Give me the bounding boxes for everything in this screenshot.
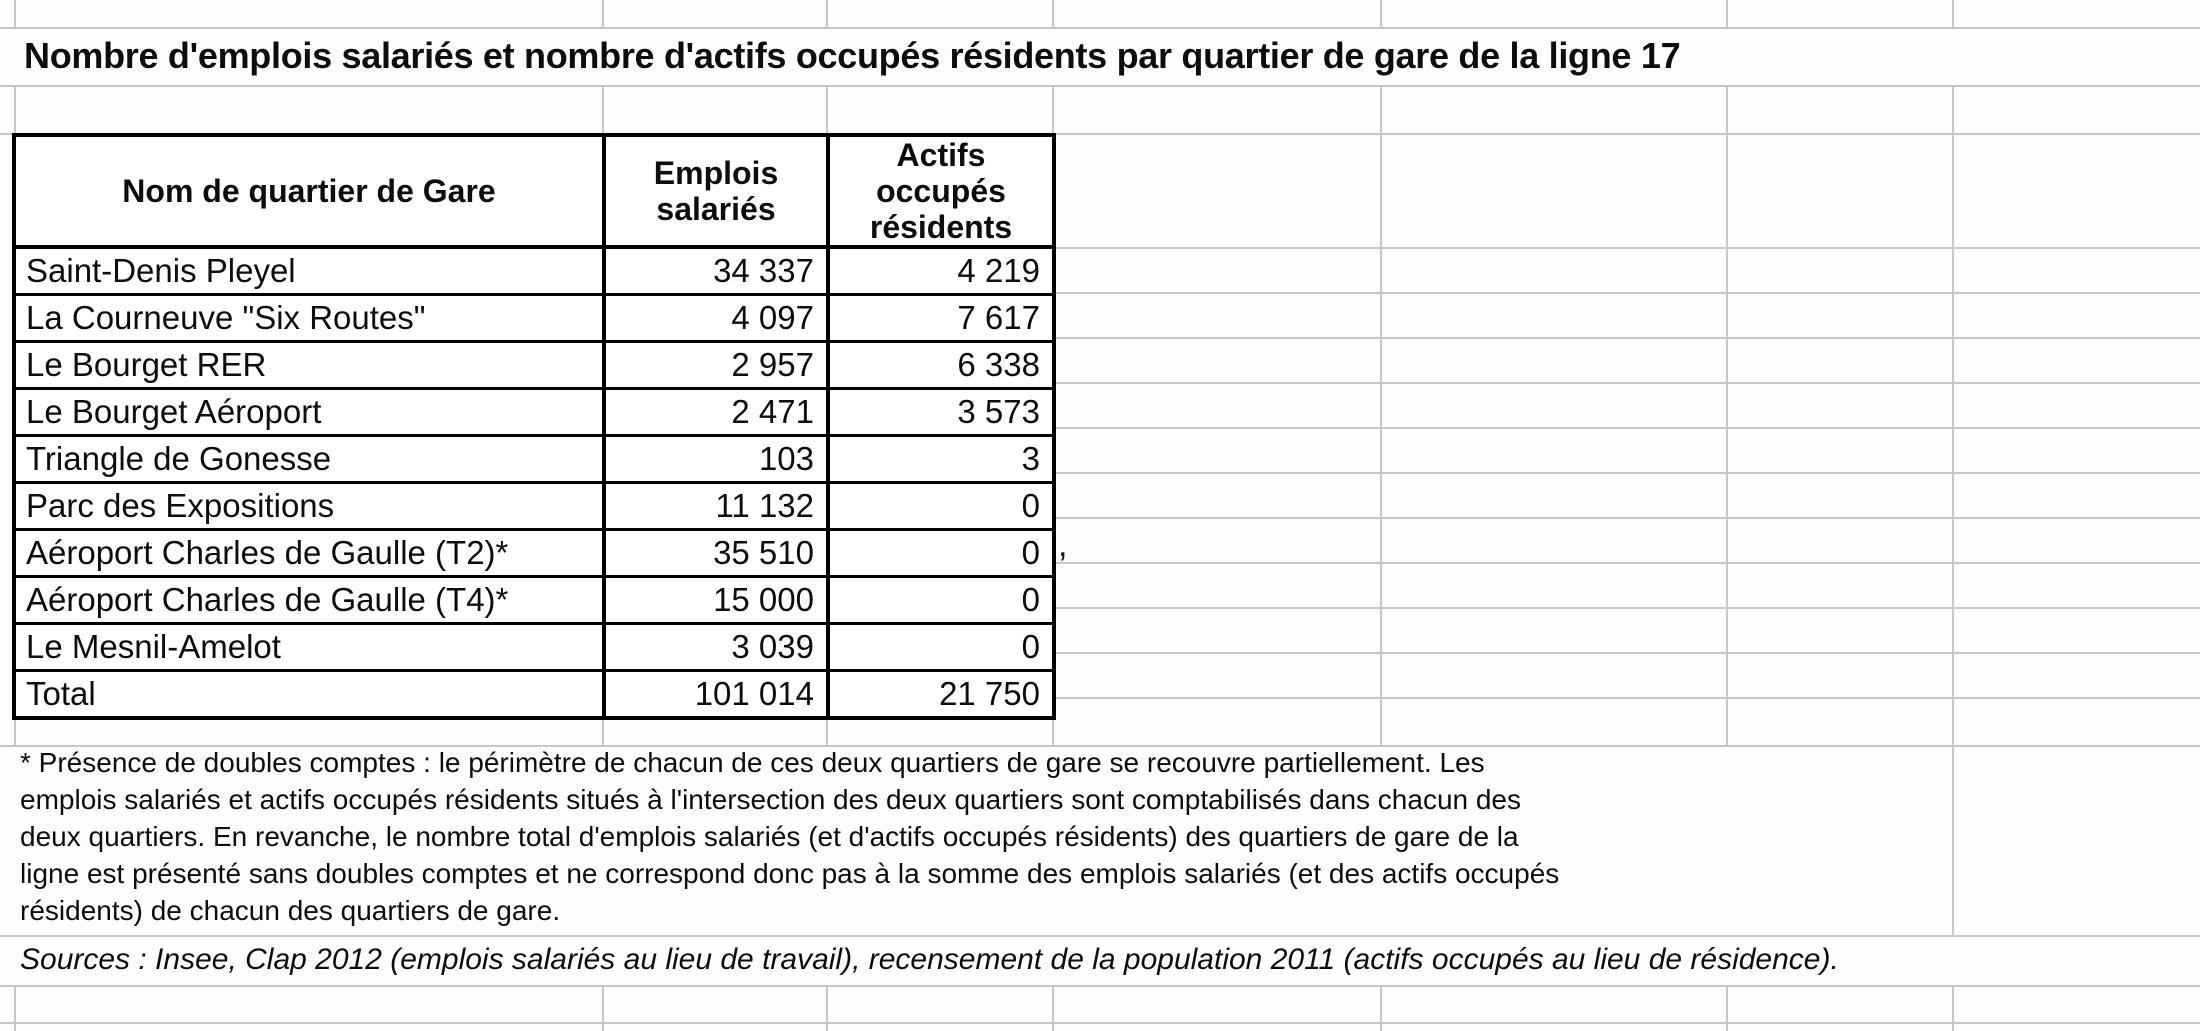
- cell-actifs[interactable]: 4 219: [826, 245, 1056, 296]
- gridline-vertical: [1726, 985, 1728, 1031]
- footnote-line: deux quartiers. En revanche, le nombre t…: [20, 821, 1519, 852]
- gridline-horizontal: [0, 1022, 2200, 1024]
- gridline-vertical: [14, 0, 16, 27]
- cell-actifs[interactable]: 0: [826, 622, 1056, 672]
- gridline-horizontal: [0, 935, 2200, 937]
- cell-emplois[interactable]: 101 014: [602, 669, 830, 720]
- table-row: Le Mesnil-Amelot 3 039 0: [12, 622, 1056, 672]
- cell-emplois[interactable]: 2 957: [602, 340, 830, 390]
- gridline-vertical: [602, 985, 604, 1031]
- cell-station-name[interactable]: Le Bourget RER: [12, 340, 606, 390]
- table-row: Total 101 014 21 750: [12, 669, 1056, 720]
- cell-station-name[interactable]: Total: [12, 669, 606, 720]
- table-row: La Courneuve "Six Routes" 4 097 7 617: [12, 293, 1056, 343]
- cell-actifs[interactable]: 3 573: [826, 387, 1056, 437]
- gridline-vertical: [14, 697, 16, 745]
- table-row: Le Bourget RER 2 957 6 338: [12, 340, 1056, 390]
- gridline-vertical: [1952, 85, 1954, 935]
- data-table: Nom de quartier de Gare Emplois salariés…: [12, 133, 1056, 720]
- gridline-horizontal: [1052, 292, 2200, 294]
- gridline-vertical: [1052, 697, 1054, 745]
- cell-station-name[interactable]: La Courneuve "Six Routes": [12, 293, 606, 343]
- gridline-vertical: [1380, 0, 1382, 27]
- cell-emplois[interactable]: 15 000: [602, 575, 830, 625]
- table-row: Triangle de Gonesse 103 3: [12, 434, 1056, 484]
- footnote-cell[interactable]: * Présence de doubles comptes : le périm…: [20, 744, 1945, 929]
- cell-station-name[interactable]: Triangle de Gonesse: [12, 434, 606, 484]
- gridline-horizontal: [1052, 382, 2200, 384]
- gridline-horizontal: [1052, 607, 2200, 609]
- cell-station-name[interactable]: Saint-Denis Pleyel: [12, 245, 606, 296]
- gridline-horizontal: [1052, 427, 2200, 429]
- gridline-vertical: [1952, 985, 1954, 1031]
- gridline-vertical: [14, 985, 16, 1031]
- cell-station-name[interactable]: Parc des Expositions: [12, 481, 606, 531]
- col-header-actifs-occupes[interactable]: Actifs occupés résidents: [826, 133, 1056, 249]
- gridline-vertical: [1726, 0, 1728, 27]
- gridline-horizontal: [1052, 697, 2200, 699]
- cell-station-name[interactable]: Le Bourget Aéroport: [12, 387, 606, 437]
- col-header-emplois-salaries[interactable]: Emplois salariés: [602, 133, 830, 249]
- table-row: Le Bourget Aéroport 2 471 3 573: [12, 387, 1056, 437]
- cell-actifs[interactable]: 0: [826, 528, 1056, 578]
- cell-emplois[interactable]: 2 471: [602, 387, 830, 437]
- cell-actifs[interactable]: 7 617: [826, 293, 1056, 343]
- gridline-vertical: [602, 85, 604, 133]
- gridline-vertical: [826, 85, 828, 133]
- cell-actifs[interactable]: 0: [826, 481, 1056, 531]
- table-row: Aéroport Charles de Gaulle (T4)* 15 000 0: [12, 575, 1056, 625]
- gridline-vertical: [1052, 985, 1054, 1031]
- gridline-horizontal: [1052, 337, 2200, 339]
- cell-emplois[interactable]: 34 337: [602, 245, 830, 296]
- table-body: Saint-Denis Pleyel 34 337 4 219 La Courneuv…: [12, 245, 1056, 720]
- header-row: Nom de quartier de Gare Emplois salariés…: [12, 133, 1056, 249]
- cell-emplois[interactable]: 4 097: [602, 293, 830, 343]
- stray-comma-cell[interactable]: ,: [1058, 526, 1068, 564]
- table-row: Aéroport Charles de Gaulle (T2)* 35 510 0: [12, 528, 1056, 578]
- col-header-station-name[interactable]: Nom de quartier de Gare: [12, 133, 606, 249]
- gridline-vertical: [826, 697, 828, 745]
- cell-station-name[interactable]: Le Mesnil-Amelot: [12, 622, 606, 672]
- footnote-line: emplois salariés et actifs occupés résid…: [20, 784, 1522, 815]
- cell-actifs[interactable]: 3: [826, 434, 1056, 484]
- gridline-vertical: [14, 85, 16, 133]
- gridline-vertical: [1726, 85, 1728, 745]
- cell-emplois[interactable]: 35 510: [602, 528, 830, 578]
- gridline-horizontal: [0, 745, 2200, 747]
- gridline-horizontal: [0, 133, 2200, 135]
- gridline-vertical: [1052, 85, 1054, 133]
- cell-station-name[interactable]: Aéroport Charles de Gaulle (T4)*: [12, 575, 606, 625]
- footnote-line: ligne est présenté sans doubles comptes …: [20, 858, 1560, 889]
- cell-actifs[interactable]: 0: [826, 575, 1056, 625]
- cell-emplois[interactable]: 11 132: [602, 481, 830, 531]
- gridline-horizontal: [1052, 562, 2200, 564]
- gridline-vertical: [1380, 85, 1382, 745]
- gridline-vertical: [602, 697, 604, 745]
- gridline-horizontal: [1052, 652, 2200, 654]
- cell-emplois[interactable]: 103: [602, 434, 830, 484]
- cell-station-name[interactable]: Aéroport Charles de Gaulle (T2)*: [12, 528, 606, 578]
- gridline-horizontal: [1052, 247, 2200, 249]
- gridline-vertical: [826, 985, 828, 1031]
- gridline-horizontal: [0, 85, 2200, 87]
- table-row: Saint-Denis Pleyel 34 337 4 219: [12, 245, 1056, 296]
- gridline-horizontal: [0, 27, 2200, 29]
- gridline-horizontal: [0, 985, 2200, 987]
- cell-actifs[interactable]: 6 338: [826, 340, 1056, 390]
- gridline-vertical: [602, 0, 604, 27]
- gridline-vertical: [1052, 0, 1054, 27]
- sources-cell[interactable]: Sources : Insee, Clap 2012 (emplois sala…: [20, 943, 1839, 976]
- footnote-line: * Présence de doubles comptes : le périm…: [20, 747, 1485, 778]
- gridline-vertical: [1380, 985, 1382, 1031]
- gridline-horizontal: [1052, 517, 2200, 519]
- cell-emplois[interactable]: 3 039: [602, 622, 830, 672]
- table-row: Parc des Expositions 11 132 0: [12, 481, 1056, 531]
- gridline-vertical: [826, 0, 828, 27]
- gridline-horizontal: [1052, 472, 2200, 474]
- cell-actifs[interactable]: 21 750: [826, 669, 1056, 720]
- gridline-vertical: [1952, 0, 1954, 27]
- sheet-title-cell[interactable]: Nombre d'emplois salariés et nombre d'ac…: [24, 35, 1681, 76]
- footnote-line: résidents) de chacun des quartiers de ga…: [20, 895, 561, 926]
